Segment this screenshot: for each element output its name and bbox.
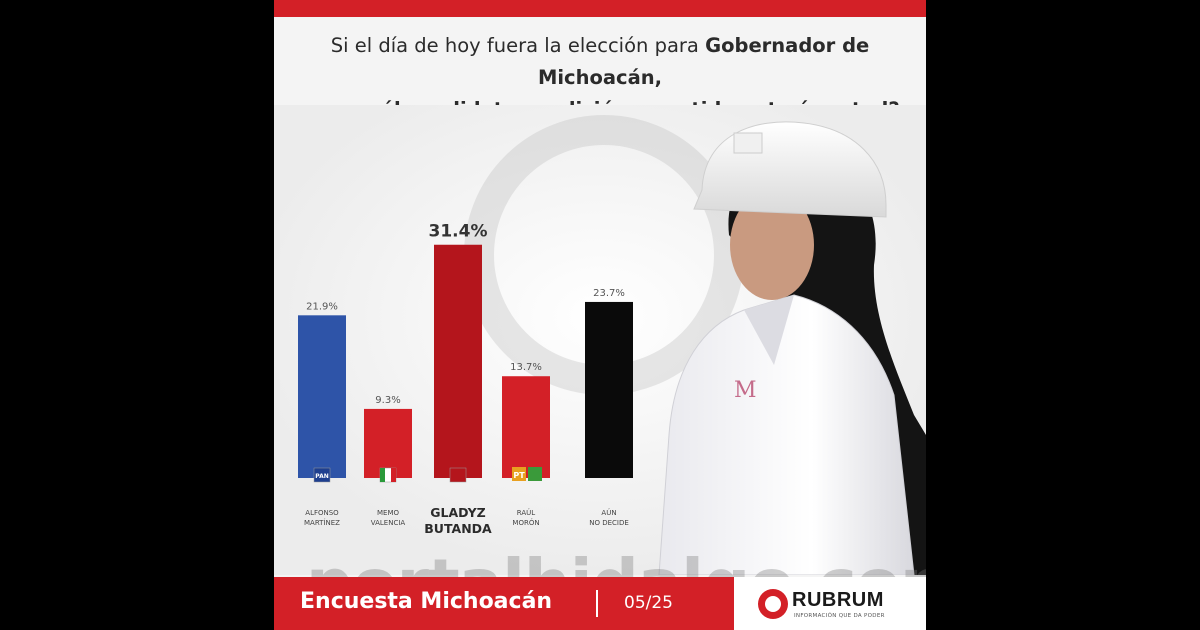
pri-logo-icon	[379, 467, 397, 483]
footer-red-block: Encuesta Michoacán 05/25	[274, 577, 734, 630]
brand-logo: RUBRUM INFORMACIÓN QUE DA PODER	[758, 587, 918, 623]
top-red-bar	[274, 0, 926, 17]
pt-pvem-logo-icon: PT	[512, 467, 542, 481]
party-icon-label: PAN	[315, 473, 329, 480]
question-line1-bold: Gobernador de Michoacán,	[537, 34, 870, 89]
bar-value-label: 13.7%	[510, 362, 542, 373]
brand-tagline: INFORMACIÓN QUE DA PODER	[794, 613, 885, 619]
category-label: MORÓN	[512, 518, 539, 527]
footer-bar: Encuesta Michoacán 05/25 RUBRUM INFORMAC…	[274, 577, 926, 630]
category-label: GLADYZ	[430, 505, 485, 520]
category-label: MARTÍNEZ	[304, 518, 340, 527]
footer-divider	[596, 590, 598, 617]
bar-4	[502, 376, 550, 478]
chart-and-photo-area: 21.9% PAN ALFONSO MARTÍNEZ 9.3% MEMO VALENCIA 3…	[274, 105, 926, 622]
category-label: BUTANDA	[424, 521, 492, 536]
category-label: RAÚL	[517, 508, 535, 517]
morena-logo-icon	[449, 467, 467, 483]
survey-graphic: Si el día de hoy fuera la elección para …	[274, 0, 926, 630]
collar-shape	[744, 295, 794, 365]
bar-1	[298, 315, 346, 478]
category-label: VALENCIA	[371, 519, 406, 527]
shirt-logo-icon: M	[734, 378, 757, 403]
bar-2	[364, 408, 412, 478]
survey-date: 05/25	[624, 593, 673, 613]
candidate-photo: M	[658, 121, 926, 575]
party-icon-label: PT	[513, 471, 525, 480]
rubrum-logo-icon	[758, 589, 788, 619]
pan-logo-icon: PAN	[313, 467, 331, 483]
bar-value-label: 21.9%	[306, 301, 338, 312]
bar-value-label: 31.4%	[429, 222, 488, 242]
bar-3	[434, 244, 482, 478]
hat-badge-icon	[733, 132, 763, 154]
category-label: MEMO	[377, 509, 400, 517]
category-label: ALFONSO	[305, 509, 339, 517]
category-label: AÚN	[601, 508, 616, 517]
bar-value-label: 23.7%	[593, 288, 625, 299]
bar-value-label: 9.3%	[375, 395, 400, 406]
question-line1-text: Si el día de hoy fuera la elección para	[330, 34, 706, 57]
face-shape	[730, 190, 814, 300]
bar-5	[585, 301, 633, 478]
brand-name: RUBRUM	[792, 589, 884, 611]
survey-title: Encuesta Michoacán	[300, 589, 553, 614]
category-label: NO DECIDE	[589, 519, 629, 527]
